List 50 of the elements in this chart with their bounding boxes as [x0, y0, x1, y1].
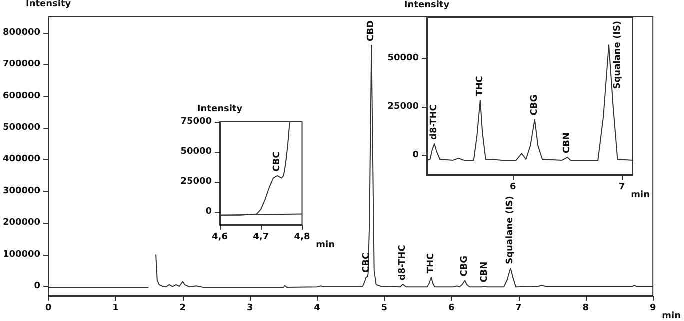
annotation: CBN: [562, 132, 573, 154]
x-axis-title: min: [662, 312, 681, 321]
annotation: CBC: [362, 252, 372, 273]
annotation: CBG: [530, 94, 540, 116]
y-tick-label: 50000: [180, 146, 212, 157]
annotation: CBD: [366, 20, 377, 42]
y-tick-label: 50000: [388, 54, 419, 64]
x-tick-label: 4,8: [294, 232, 310, 242]
x-axis-title: min: [316, 240, 335, 250]
annotation: CBN: [480, 262, 490, 283]
annotation: d8-THC: [430, 104, 440, 140]
x-tick-label: 0: [45, 304, 52, 314]
y-tick-label: 0: [206, 206, 212, 217]
x-tick-label: 4: [314, 304, 320, 314]
x-tick-label: 2: [180, 304, 186, 314]
y-tick-label: 0: [34, 281, 41, 292]
y-tick-label: 600000: [2, 91, 41, 102]
x-tick-label: 4,7: [253, 232, 270, 242]
x-tick-label: 5: [381, 304, 388, 314]
y-tick-label: 200000: [2, 218, 41, 228]
y-tick-label: 25000: [388, 102, 419, 112]
annotation: Squalane (IS): [613, 21, 624, 90]
y-tick-label: 0: [412, 150, 419, 161]
x-tick-label: 8: [582, 304, 590, 314]
y-axis-title: Intensity: [197, 104, 243, 114]
x-tick-label: 7: [618, 182, 626, 192]
x-tick-label: 7: [516, 304, 522, 314]
y-tick-label: 100000: [2, 250, 41, 260]
annotation: Squalane (IS): [506, 196, 516, 264]
annotation: THC: [475, 76, 486, 96]
y-tick-label: 800000: [2, 28, 41, 38]
y-tick-label: 500000: [2, 122, 41, 133]
x-tick-label: 1: [112, 304, 119, 314]
annotation: d8-THC: [398, 244, 408, 281]
y-axis-title: Intensity: [404, 0, 450, 10]
y-tick-label: 400000: [2, 154, 41, 165]
y-tick-label: 300000: [2, 186, 41, 196]
y-axis-title: Intensity: [26, 0, 72, 10]
y-tick-label: 700000: [2, 60, 41, 70]
annotation: CBG: [460, 256, 470, 277]
x-tick-label: 6: [448, 304, 455, 314]
x-axis-title: min: [631, 190, 650, 200]
annotation: CBC: [272, 151, 283, 172]
annotation: THC: [426, 252, 436, 274]
x-tick-label: 9: [650, 304, 656, 314]
x-tick-label: 3: [246, 304, 254, 314]
x-tick-label: 6: [510, 182, 516, 192]
y-tick-label: 75000: [180, 117, 212, 127]
x-tick-label: 4,6: [212, 232, 228, 242]
y-tick-label: 25000: [180, 176, 212, 187]
